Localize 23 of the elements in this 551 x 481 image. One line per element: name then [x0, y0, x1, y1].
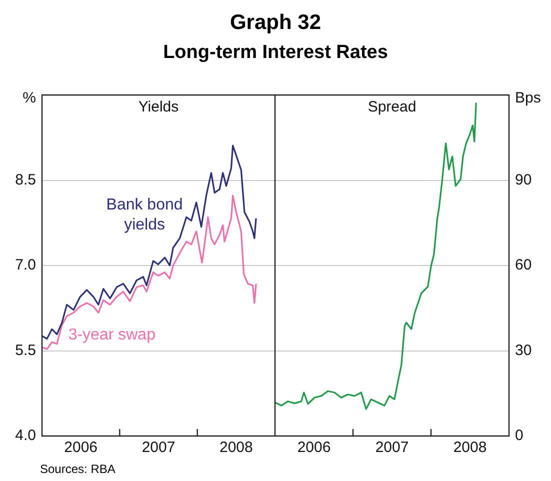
series-label: Bank bond yields	[106, 196, 183, 234]
series-label: 3-year swap	[68, 326, 156, 344]
annotation: Spread	[368, 98, 416, 116]
x-tick-label: 2006	[64, 439, 98, 456]
y-tick-label: 0	[515, 427, 524, 444]
x-tick-label: 2007	[375, 439, 409, 456]
x-tick-label: 2008	[453, 439, 487, 456]
y-tick-label: 90	[515, 171, 532, 188]
x-tick-label: 2008	[219, 439, 253, 456]
y-tick-label: 4.0	[15, 427, 36, 444]
chart-title: Graph 32	[228, 10, 322, 36]
y-tick-label: 8.5	[15, 171, 36, 188]
annotation: Yields	[138, 98, 179, 116]
y-tick-label: 7.0	[15, 256, 36, 274]
x-tick-label: 2007	[142, 439, 176, 456]
source-note: Sources: RBA	[40, 462, 116, 476]
y-axis-title: Bps	[515, 90, 541, 107]
y-tick-label: 30	[515, 342, 532, 359]
y-tick-label: 60	[515, 256, 532, 274]
chart-subtitle: Long-term Interest Rates	[162, 41, 389, 65]
y-tick-label: 5.5	[15, 342, 36, 359]
y-axis-title: %	[22, 90, 36, 107]
x-tick-label: 2006	[297, 439, 331, 456]
